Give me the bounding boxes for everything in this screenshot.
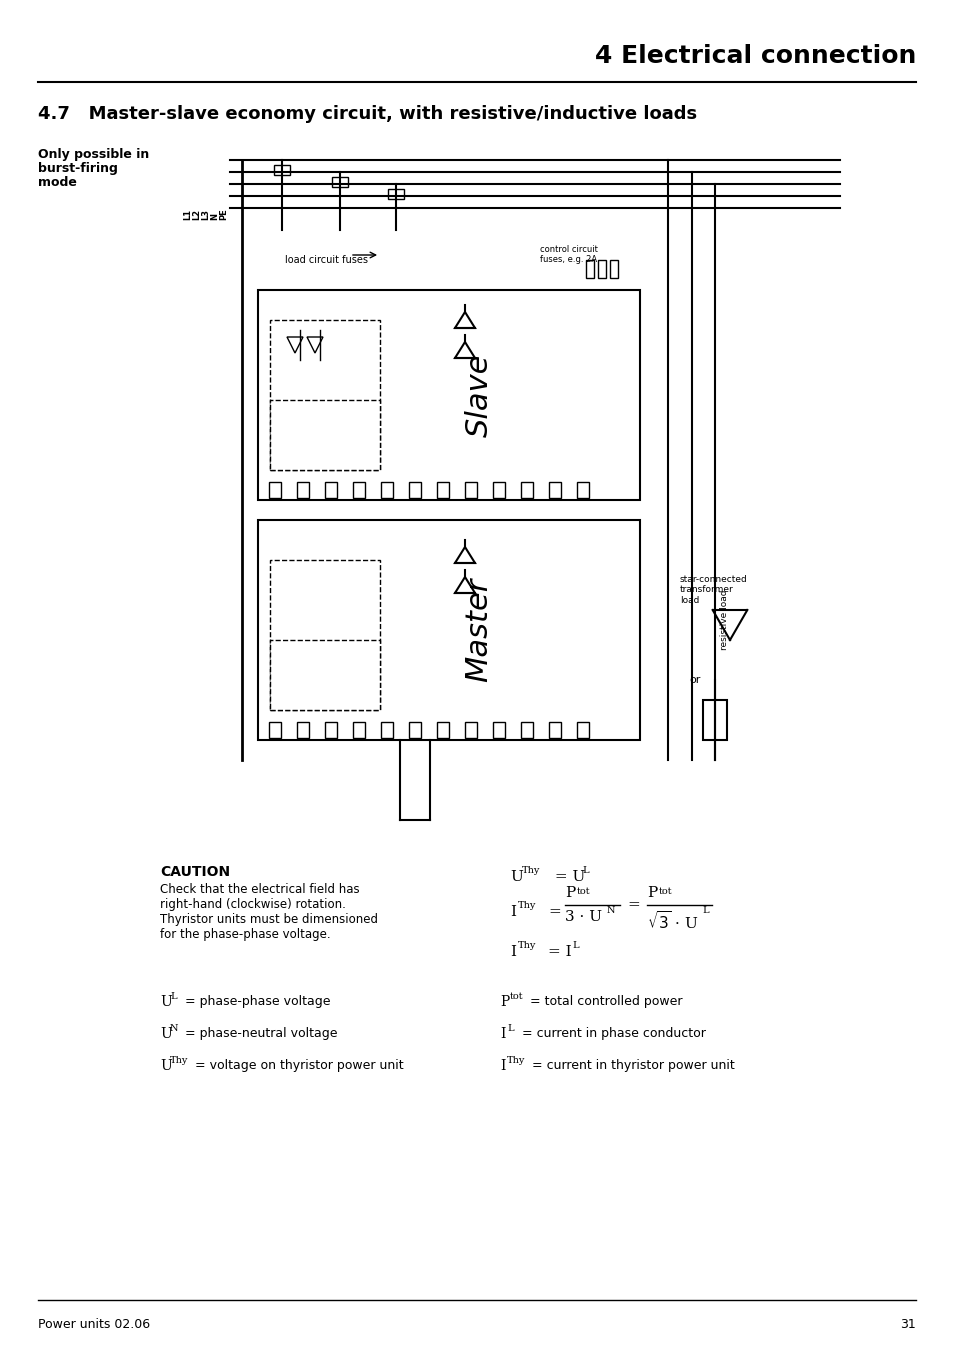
Text: CAUTION: CAUTION xyxy=(160,865,230,880)
Text: Master: Master xyxy=(464,578,493,682)
Bar xyxy=(520,482,533,499)
Text: = current in thyristor power unit: = current in thyristor power unit xyxy=(532,1059,734,1071)
Bar xyxy=(296,482,309,499)
Text: L: L xyxy=(572,942,578,950)
Text: Only possible in: Only possible in xyxy=(38,149,149,161)
Text: L1: L1 xyxy=(183,209,193,220)
Text: tot: tot xyxy=(510,992,523,1001)
Bar xyxy=(520,721,533,738)
Text: L: L xyxy=(581,866,588,875)
Bar xyxy=(409,721,420,738)
Bar xyxy=(464,482,476,499)
Text: Thy: Thy xyxy=(517,942,536,950)
Text: mode: mode xyxy=(38,176,77,189)
Text: = U: = U xyxy=(550,870,585,884)
Bar xyxy=(577,721,588,738)
Bar xyxy=(269,482,281,499)
Bar xyxy=(380,482,393,499)
Bar xyxy=(493,721,504,738)
Text: P: P xyxy=(564,886,575,900)
Text: = I: = I xyxy=(547,944,571,959)
Text: Slave: Slave xyxy=(464,354,493,436)
Bar xyxy=(380,721,393,738)
Text: $\sqrt{3}$ · U: $\sqrt{3}$ · U xyxy=(646,911,698,932)
Bar xyxy=(548,721,560,738)
Text: I: I xyxy=(499,1027,505,1042)
Text: Thy: Thy xyxy=(506,1056,525,1065)
Bar xyxy=(353,721,365,738)
Text: P: P xyxy=(646,886,657,900)
Bar xyxy=(270,640,379,711)
Text: L2: L2 xyxy=(193,209,201,220)
Bar xyxy=(332,177,348,186)
Text: 31: 31 xyxy=(900,1319,915,1331)
Text: N: N xyxy=(211,213,219,220)
Bar xyxy=(493,482,504,499)
Bar xyxy=(436,482,449,499)
Bar xyxy=(270,320,379,470)
Text: Thy: Thy xyxy=(521,866,539,875)
Text: =: = xyxy=(626,898,639,912)
Bar xyxy=(270,561,379,711)
Text: U: U xyxy=(160,1059,172,1073)
Text: 3 · U: 3 · U xyxy=(564,911,601,924)
Text: Power units 02.06: Power units 02.06 xyxy=(38,1319,150,1331)
Bar xyxy=(577,482,588,499)
Text: Check that the electrical field has
right-hand (clockwise) rotation.
Thyristor u: Check that the electrical field has righ… xyxy=(160,884,377,942)
Bar xyxy=(325,482,336,499)
Bar xyxy=(353,482,365,499)
Text: or: or xyxy=(689,676,700,685)
Text: U: U xyxy=(160,994,172,1009)
Bar xyxy=(274,165,290,176)
Text: 4 Electrical connection: 4 Electrical connection xyxy=(594,45,915,68)
Text: load circuit fuses: load circuit fuses xyxy=(285,255,368,265)
Bar xyxy=(325,721,336,738)
Text: L: L xyxy=(506,1024,513,1034)
Bar xyxy=(296,721,309,738)
Text: N: N xyxy=(170,1024,178,1034)
Text: tot: tot xyxy=(659,888,672,896)
Text: L: L xyxy=(701,907,708,915)
Text: I: I xyxy=(510,905,516,919)
Bar xyxy=(409,482,420,499)
Bar xyxy=(257,290,639,500)
Text: = voltage on thyristor power unit: = voltage on thyristor power unit xyxy=(194,1059,403,1071)
Text: U: U xyxy=(160,1027,172,1042)
Text: I: I xyxy=(510,944,516,959)
Bar xyxy=(436,721,449,738)
Text: = current in phase conductor: = current in phase conductor xyxy=(521,1027,705,1040)
Bar xyxy=(609,259,618,278)
Text: star-connected
transformer
load: star-connected transformer load xyxy=(679,576,747,605)
Text: 4.7   Master-slave economy circuit, with resistive/inductive loads: 4.7 Master-slave economy circuit, with r… xyxy=(38,105,697,123)
Bar xyxy=(269,721,281,738)
Text: I: I xyxy=(499,1059,505,1073)
Bar xyxy=(548,482,560,499)
Text: = phase-phase voltage: = phase-phase voltage xyxy=(185,994,330,1008)
Text: U: U xyxy=(510,870,522,884)
Text: control circuit
fuses, e.g. 2A: control circuit fuses, e.g. 2A xyxy=(539,245,598,265)
Text: L3: L3 xyxy=(201,209,211,220)
Bar xyxy=(585,259,594,278)
Text: N: N xyxy=(606,907,615,915)
Text: PE: PE xyxy=(219,208,229,220)
Text: Thy: Thy xyxy=(170,1056,188,1065)
Text: L: L xyxy=(170,992,176,1001)
Bar xyxy=(702,700,726,740)
Bar xyxy=(464,721,476,738)
Bar xyxy=(598,259,605,278)
Text: = total controlled power: = total controlled power xyxy=(530,994,681,1008)
Text: =: = xyxy=(547,905,560,919)
Text: = phase-neutral voltage: = phase-neutral voltage xyxy=(185,1027,337,1040)
Text: P: P xyxy=(499,994,509,1009)
Text: burst-firing: burst-firing xyxy=(38,162,118,176)
Bar xyxy=(388,189,403,199)
Bar xyxy=(270,400,379,470)
Text: tot: tot xyxy=(577,888,590,896)
Text: resistive load: resistive load xyxy=(720,589,729,650)
Bar xyxy=(257,520,639,740)
Text: Thy: Thy xyxy=(517,901,536,911)
